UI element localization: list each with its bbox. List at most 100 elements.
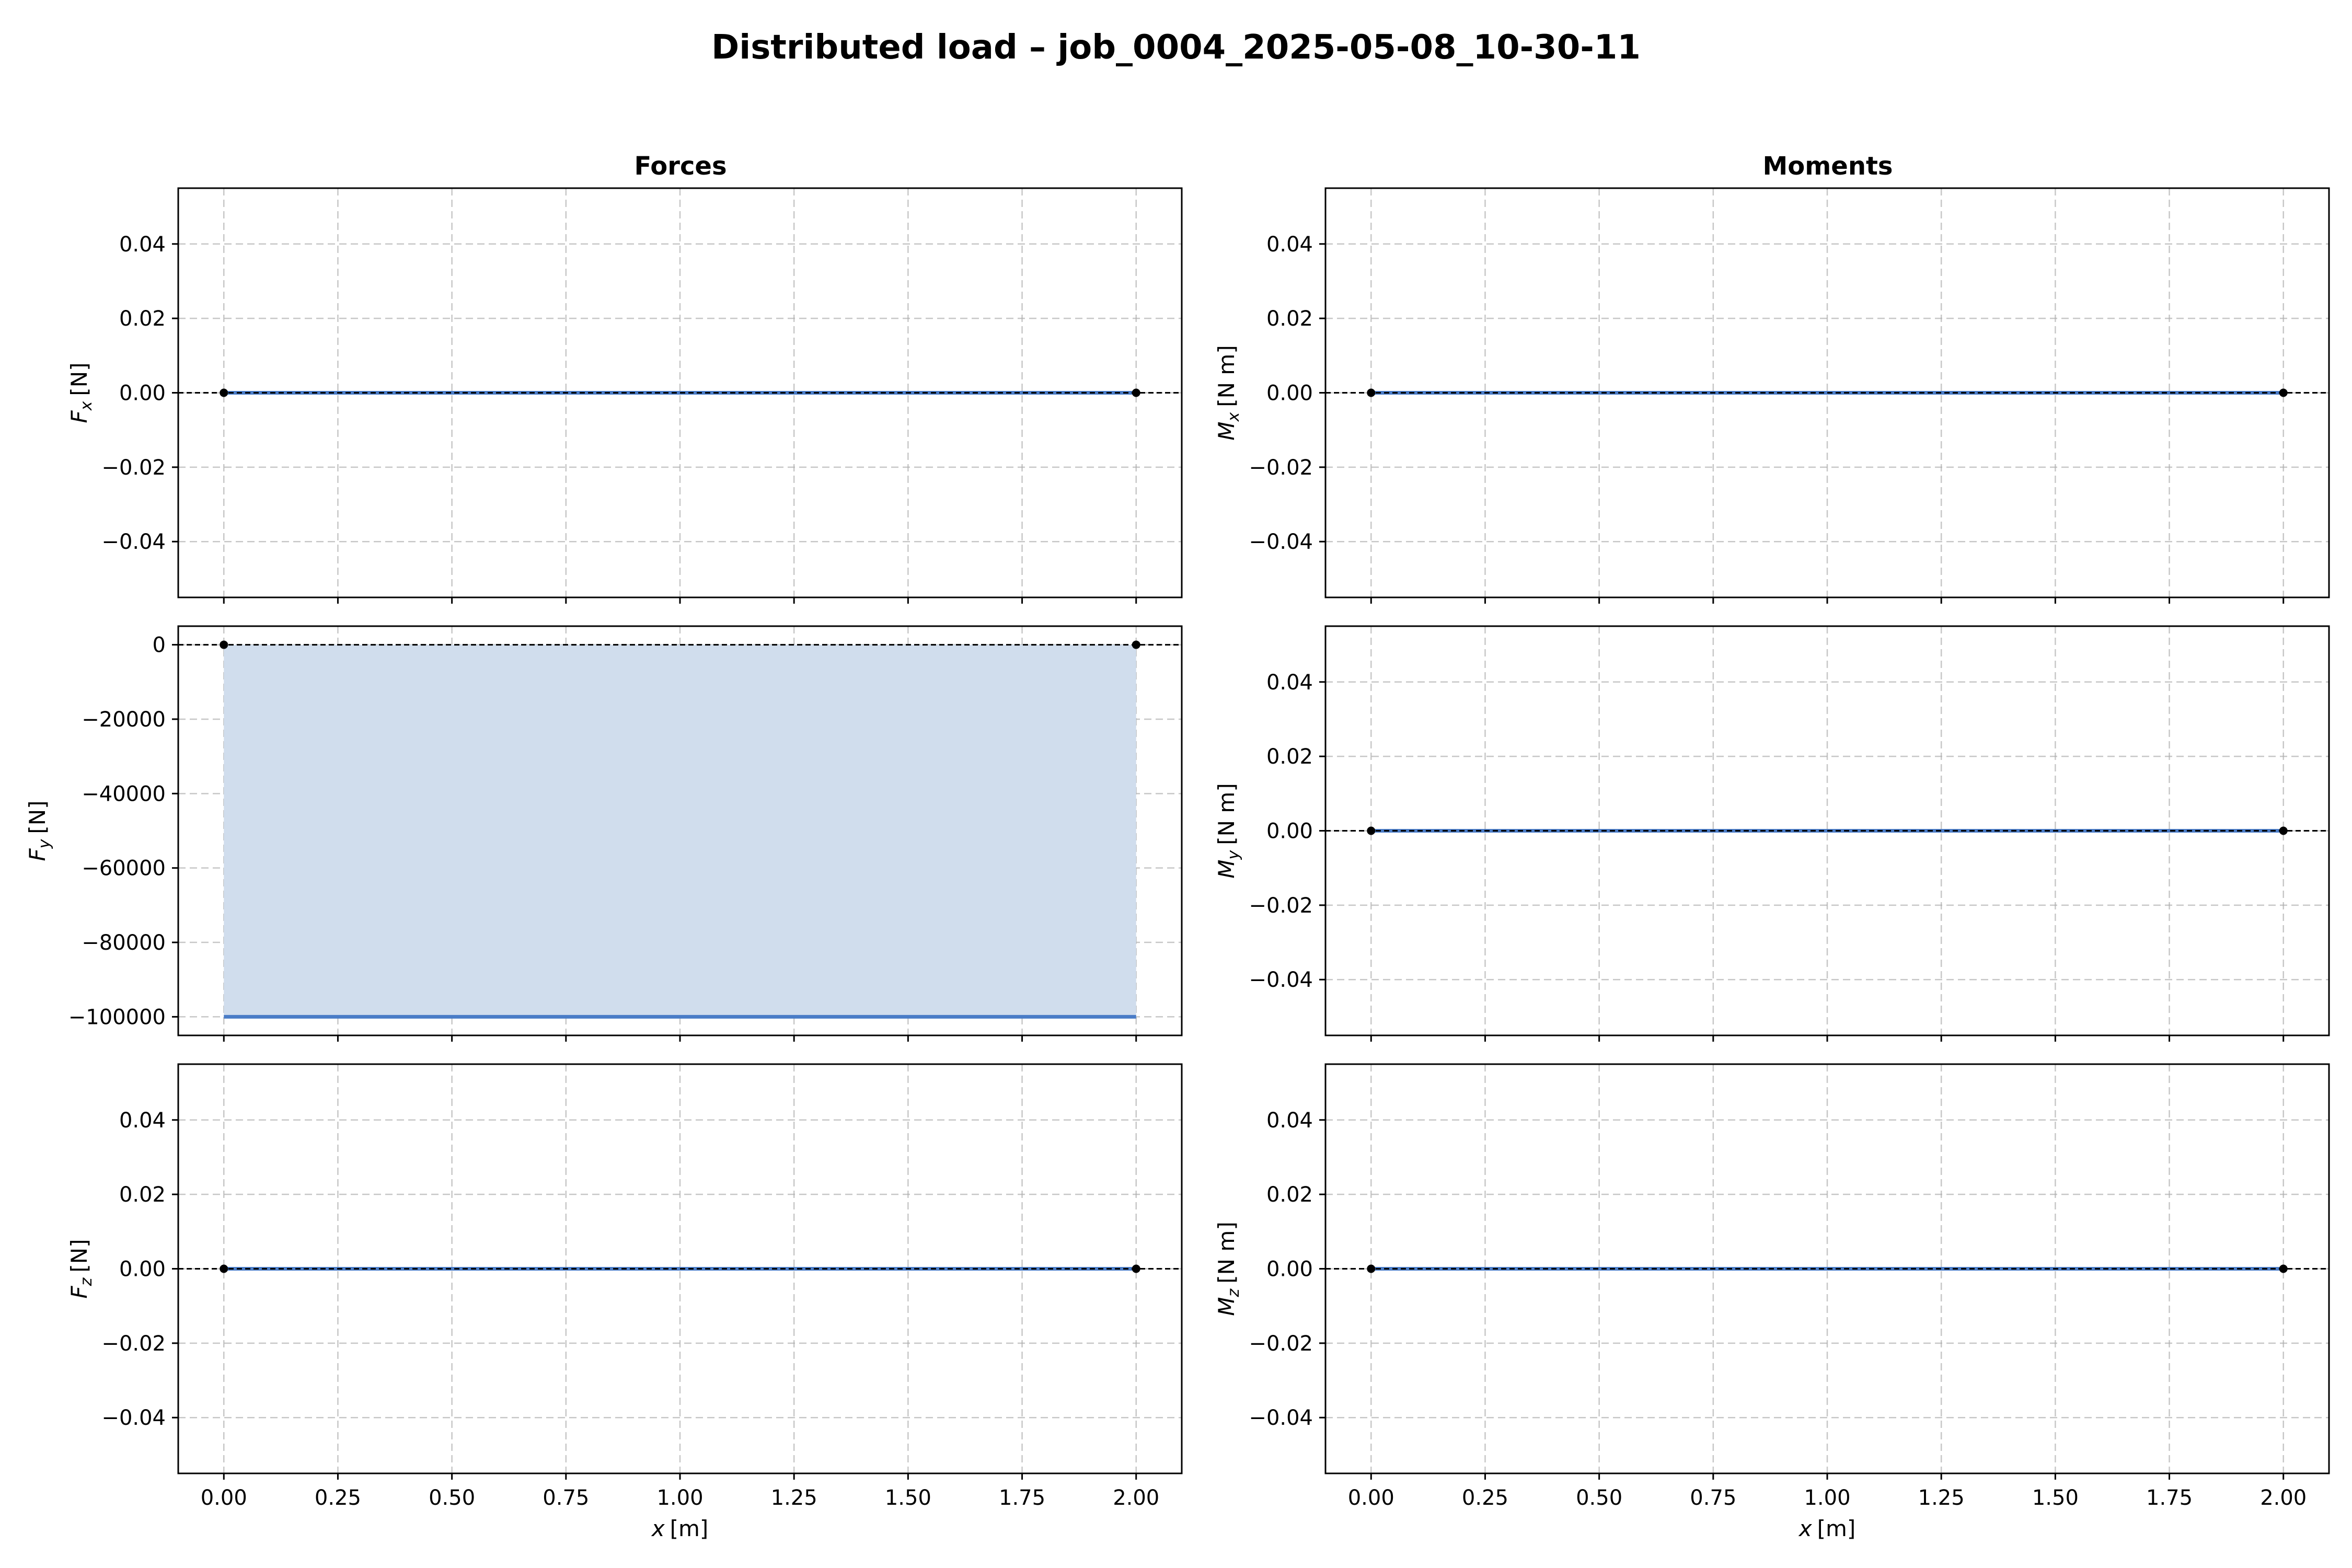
end-point-marker: [220, 640, 228, 649]
y-axis-label: Mx [N m]: [1214, 345, 1243, 440]
y-tick-label: −0.02: [101, 1332, 166, 1356]
y-tick-label: −0.04: [1249, 1406, 1313, 1430]
x-axis-label-unit: [m]: [670, 1516, 709, 1541]
end-point-marker: [2279, 826, 2288, 835]
y-tick-label: −40000: [82, 782, 166, 806]
x-axis-label: x [m]: [1798, 1516, 1856, 1541]
x-tick-label: 0.25: [315, 1486, 361, 1510]
y-tick-label: −0.04: [101, 1406, 166, 1430]
end-point-marker: [220, 1264, 228, 1273]
x-tick-label: 1.50: [2032, 1486, 2079, 1510]
y-axis-label-subscript: y: [36, 838, 54, 849]
y-tick-label: 0.00: [119, 1258, 166, 1282]
y-axis-label-unit: [N m]: [1214, 1221, 1239, 1283]
x-axis-label-symbol: x: [1798, 1516, 1813, 1541]
y-axis-label-symbol: F: [66, 410, 92, 423]
y-axis-label-unit: [N m]: [1214, 783, 1239, 845]
y-axis-label-symbol: F: [66, 1286, 92, 1299]
y-tick-label: 0.02: [1266, 307, 1313, 331]
x-tick-label: 2.00: [2260, 1486, 2307, 1510]
y-tick-label: −0.04: [1249, 968, 1313, 992]
column-title-moments: Moments: [1763, 152, 1893, 181]
y-axis-label-symbol: M: [1214, 421, 1239, 440]
x-tick-label: 2.00: [1113, 1486, 1159, 1510]
y-axis-label-subscript: x: [77, 401, 96, 411]
x-tick-label: 0.75: [1690, 1486, 1736, 1510]
y-tick-label: 0.04: [119, 233, 166, 257]
x-tick-label: 0.50: [1576, 1486, 1622, 1510]
y-axis-label-subscript: z: [77, 1277, 96, 1286]
y-axis-label-subscript: x: [1225, 412, 1243, 422]
end-point-marker: [1132, 640, 1140, 649]
end-point-marker: [1367, 1264, 1376, 1273]
x-tick-label: 1.25: [1918, 1486, 1965, 1510]
forces-fx-panel: −0.04 −0.02 0.00 0.02 0.04 Fx [N]: [66, 187, 1183, 604]
end-point-marker: [1367, 388, 1376, 397]
end-point-marker: [1132, 1264, 1140, 1273]
y-axis-label-unit: [N]: [66, 1239, 92, 1272]
x-tick-label: 0.50: [429, 1486, 475, 1510]
figure-title: Distributed load – job_0004_2025-05-08_1…: [711, 28, 1641, 67]
x-axis-label-unit: [m]: [1817, 1516, 1856, 1541]
x-axis-label-symbol: x: [651, 1516, 665, 1541]
y-axis-label: Mz [N m]: [1214, 1221, 1243, 1316]
y-tick-label: 0.02: [1266, 1183, 1313, 1207]
end-point-marker: [220, 388, 228, 397]
y-axis-label: Fy [N]: [25, 800, 54, 861]
y-axis-label: My [N m]: [1214, 783, 1243, 878]
y-axis-label-symbol: M: [1214, 1297, 1239, 1316]
end-point-marker: [2279, 388, 2288, 397]
moments-mz-panel: 0.00 0.25 0.50 0.75 1.00 1.25 1.50 1.75 2.00 −0.0…: [1214, 1063, 2330, 1541]
y-tick-label: −0.02: [1249, 894, 1313, 918]
y-tick-label: 0.00: [1266, 820, 1313, 844]
y-tick-label: −80000: [82, 931, 166, 955]
x-tick-label: 1.75: [2146, 1486, 2193, 1510]
y-tick-label: 0.00: [119, 382, 166, 406]
y-tick-label: 0.04: [1266, 671, 1313, 695]
y-tick-label: −0.02: [101, 456, 166, 480]
y-axis-label-subscript: y: [1225, 849, 1243, 860]
column-title-forces: Forces: [634, 152, 727, 181]
y-axis-label-symbol: M: [1214, 859, 1239, 878]
moments-mx-panel: −0.04 −0.02 0.00 0.02 0.04 Mx [N m]: [1214, 187, 2330, 604]
y-tick-label: −100000: [68, 1005, 166, 1029]
y-tick-label: −60000: [82, 857, 166, 881]
y-tick-label: −0.02: [1249, 456, 1313, 480]
y-axis-label-symbol: F: [25, 848, 50, 861]
y-tick-label: 0.04: [1266, 1109, 1313, 1133]
x-axis-label: x [m]: [651, 1516, 709, 1541]
x-tick-label: 1.00: [1804, 1486, 1850, 1510]
x-tick-label: 0.00: [1348, 1486, 1394, 1510]
y-tick-label: 0.04: [1266, 233, 1313, 257]
subplot-grid: −0.04−0.020.000.020.04Fx[N]−0.04−0.020.0…: [25, 187, 2330, 1541]
x-tick-label: 0.25: [1462, 1486, 1508, 1510]
x-tick-label: 0.00: [201, 1486, 247, 1510]
y-axis-label-unit: [N m]: [1214, 345, 1239, 407]
forces-fz-panel: 0.00 0.25 0.50 0.75 1.00 1.25 1.50 1.75 2.00 −0.0…: [66, 1063, 1183, 1541]
y-tick-label: 0.00: [1266, 1258, 1313, 1282]
end-point-marker: [1132, 388, 1140, 397]
y-tick-label: 0.00: [1266, 382, 1313, 406]
y-axis-label-unit: [N]: [25, 800, 50, 834]
y-tick-label: −0.04: [101, 530, 166, 554]
load-area-fill: [224, 644, 1136, 1017]
y-axis-label-unit: [N]: [66, 362, 92, 396]
x-tick-label: 1.25: [771, 1486, 817, 1510]
x-tick-label: 1.75: [999, 1486, 1045, 1510]
x-tick-label: 0.75: [543, 1486, 589, 1510]
y-tick-label: 0.02: [1266, 745, 1313, 769]
y-axis-label: Fz [N]: [66, 1239, 96, 1298]
y-axis-label: Fx [N]: [66, 362, 96, 423]
x-tick-label: 1.50: [885, 1486, 931, 1510]
y-tick-label: 0.04: [119, 1109, 166, 1133]
y-tick-label: 0.02: [119, 1183, 166, 1207]
end-point-marker: [2279, 1264, 2288, 1273]
y-tick-label: 0.02: [119, 307, 166, 331]
end-point-marker: [1367, 826, 1376, 835]
forces-fy-panel: −100000 −80000 −60000 −40000 −20000 0 Fy [N]: [25, 625, 1183, 1042]
y-tick-label: −0.02: [1249, 1332, 1313, 1356]
x-tick-label: 1.00: [656, 1486, 703, 1510]
y-axis-label-subscript: z: [1225, 1288, 1243, 1297]
moments-my-panel: −0.04 −0.02 0.00 0.02 0.04 My [N m]: [1214, 625, 2330, 1042]
